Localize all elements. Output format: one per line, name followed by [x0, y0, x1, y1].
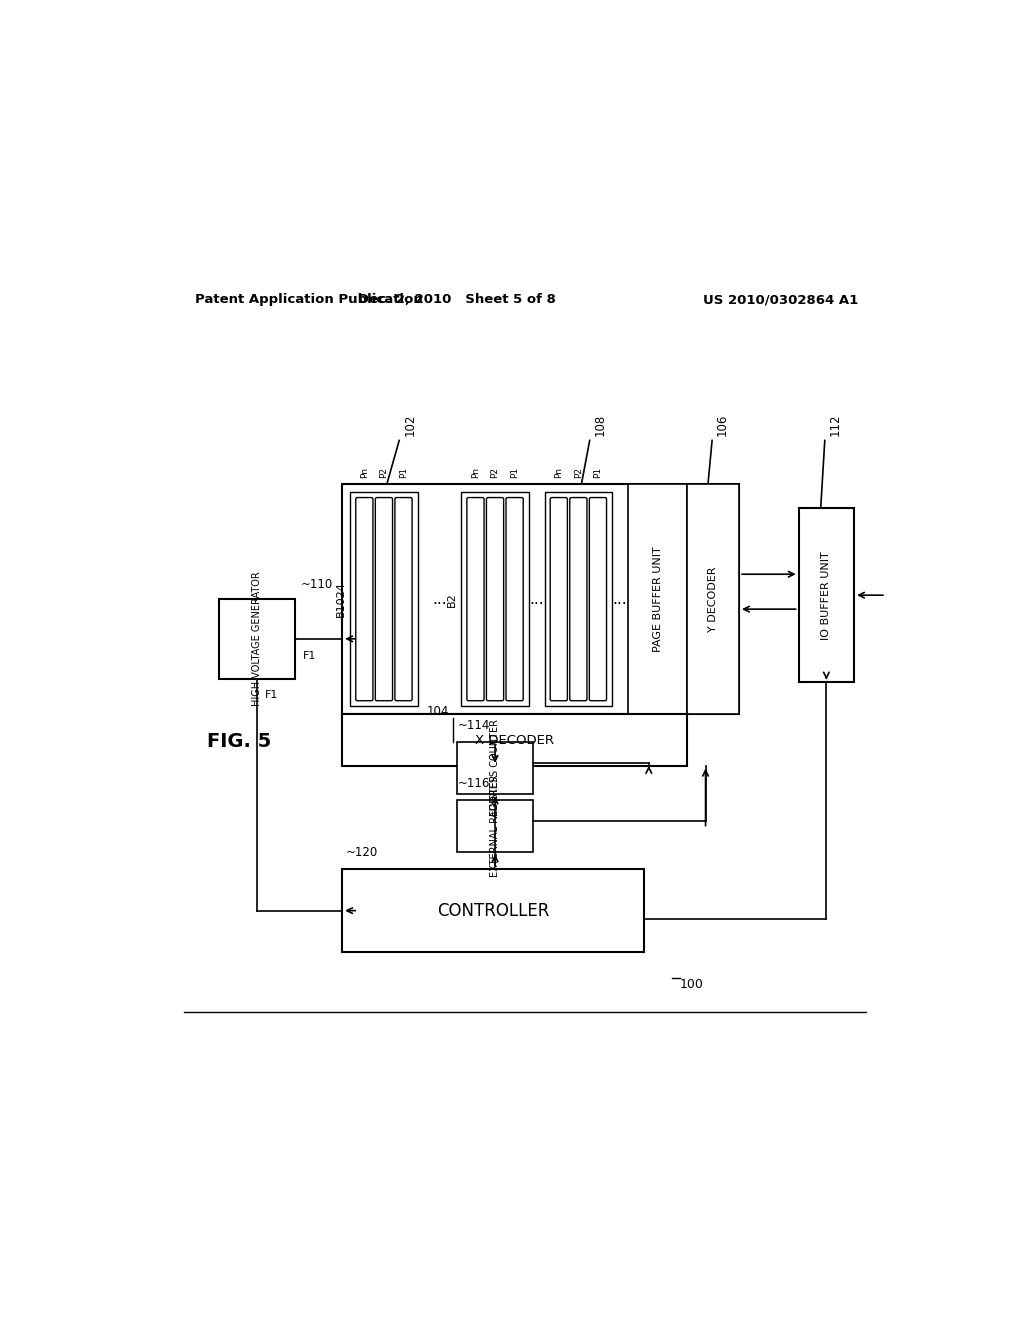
Text: 102: 102: [403, 414, 416, 437]
Text: P2: P2: [573, 467, 583, 478]
Text: B2: B2: [447, 591, 458, 606]
FancyBboxPatch shape: [550, 498, 567, 701]
Text: CONTROLLER: CONTROLLER: [437, 902, 549, 920]
Text: B1024: B1024: [336, 581, 346, 616]
Text: F1: F1: [265, 690, 279, 701]
FancyBboxPatch shape: [395, 498, 412, 701]
FancyBboxPatch shape: [486, 498, 504, 701]
Text: ~110: ~110: [301, 578, 333, 591]
Bar: [458, 800, 532, 851]
Text: P2: P2: [490, 467, 500, 478]
Text: ...: ...: [612, 591, 628, 607]
Text: 112: 112: [828, 414, 842, 437]
Bar: [350, 492, 418, 706]
Text: ~114: ~114: [458, 719, 490, 733]
FancyBboxPatch shape: [506, 498, 523, 701]
Text: ADDRESS COUNTER: ADDRESS COUNTER: [490, 719, 500, 817]
Text: ~120: ~120: [346, 846, 379, 859]
Text: Pn: Pn: [554, 467, 563, 478]
Text: PAGE BUFFER UNIT: PAGE BUFFER UNIT: [652, 546, 663, 652]
Text: ...: ...: [529, 591, 544, 607]
Bar: [461, 492, 528, 706]
FancyBboxPatch shape: [590, 498, 606, 701]
Bar: [342, 869, 644, 952]
Bar: [628, 484, 687, 714]
Text: 108: 108: [594, 414, 606, 437]
Text: Patent Application Publication: Patent Application Publication: [196, 293, 423, 306]
Text: 100: 100: [680, 978, 703, 991]
Text: Dec. 2, 2010   Sheet 5 of 8: Dec. 2, 2010 Sheet 5 of 8: [358, 293, 556, 306]
Text: P1: P1: [399, 466, 408, 478]
Bar: [687, 484, 739, 714]
Bar: [799, 508, 854, 682]
FancyBboxPatch shape: [376, 498, 392, 701]
Text: EXTERNAL REGISTER: EXTERNAL REGISTER: [490, 775, 500, 876]
Bar: [342, 714, 687, 766]
Text: FIG. 5: FIG. 5: [207, 733, 271, 751]
Text: Pn: Pn: [471, 467, 480, 478]
Text: 104: 104: [427, 705, 450, 718]
Text: X DECODER: X DECODER: [475, 734, 554, 747]
Bar: [219, 599, 295, 678]
Text: P1: P1: [510, 466, 519, 478]
Text: ~116: ~116: [458, 777, 490, 791]
FancyBboxPatch shape: [467, 498, 484, 701]
Text: US 2010/0302864 A1: US 2010/0302864 A1: [702, 293, 858, 306]
Text: IO BUFFER UNIT: IO BUFFER UNIT: [821, 550, 831, 640]
Text: HIGH VOLTAGE GENERATOR: HIGH VOLTAGE GENERATOR: [252, 572, 262, 706]
Text: F1: F1: [303, 651, 316, 661]
Text: P1: P1: [594, 466, 602, 478]
Text: 106: 106: [716, 414, 729, 437]
FancyBboxPatch shape: [569, 498, 587, 701]
Text: P2: P2: [380, 467, 388, 478]
Text: ...: ...: [432, 591, 446, 607]
Bar: [545, 492, 612, 706]
Bar: [342, 484, 739, 714]
Text: Y DECODER: Y DECODER: [709, 566, 718, 632]
Bar: [458, 742, 532, 793]
Text: Pn: Pn: [359, 467, 369, 478]
FancyBboxPatch shape: [355, 498, 373, 701]
